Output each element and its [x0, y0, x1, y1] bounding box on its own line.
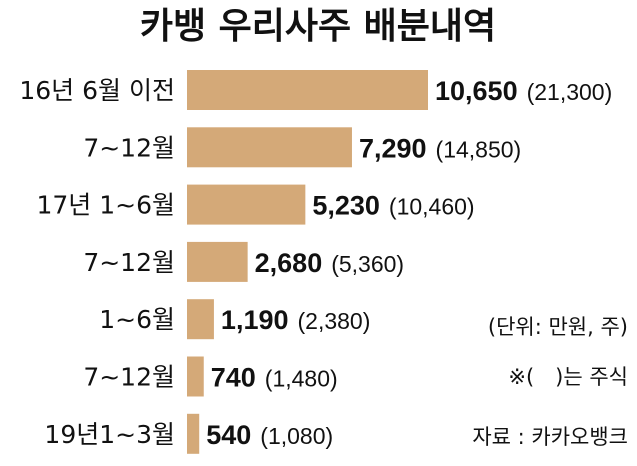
source-note: 자료 : 카카오뱅크 — [472, 425, 628, 449]
value-label: 7,290 — [359, 133, 427, 163]
bar — [187, 241, 248, 282]
bar — [187, 70, 428, 110]
value-label: 1,190 — [221, 305, 289, 335]
secondary-label: (21,300) — [527, 79, 613, 105]
value-label: 5,230 — [312, 191, 380, 221]
category-label: 16년 6월 이전 — [19, 76, 175, 105]
category-label: 1~6월 — [99, 305, 175, 334]
secondary-label: (10,460) — [389, 194, 475, 220]
paren-note: ※( )는 주식 — [508, 365, 628, 389]
value-label: 740 — [211, 363, 256, 393]
category-label: 17년 1~6월 — [36, 191, 175, 220]
value-label: 10,650 — [435, 76, 518, 106]
secondary-label: (1,480) — [265, 366, 338, 392]
category-label: 7~12월 — [83, 363, 175, 392]
bar — [187, 127, 352, 168]
category-label: 7~12월 — [83, 133, 175, 162]
unit-note: (단위: 만원, 주) — [488, 315, 628, 339]
bars-group: 16년 6월 이전 10,650 (21,300) 7~12월 7,290 (14,850… — [19, 70, 612, 454]
secondary-label: (1,080) — [260, 423, 333, 449]
value-label: 540 — [206, 420, 251, 450]
secondary-label: (14,850) — [436, 136, 522, 162]
bar — [187, 413, 200, 454]
secondary-label: (2,380) — [298, 308, 371, 334]
category-label: 19년1~3월 — [44, 420, 175, 449]
chart-title: 카뱅 우리사주 배분내역 — [140, 6, 496, 47]
bar — [187, 299, 214, 340]
value-label: 2,680 — [255, 248, 323, 278]
bar — [187, 356, 204, 397]
bar — [187, 184, 306, 225]
secondary-label: (5,360) — [331, 251, 404, 277]
category-label: 7~12월 — [83, 248, 175, 277]
